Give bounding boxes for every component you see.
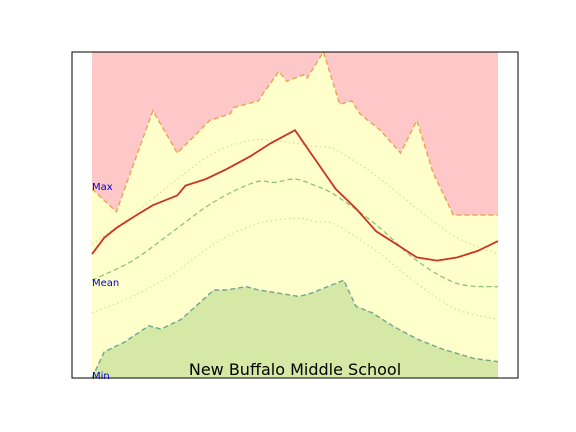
label-min: Min bbox=[92, 371, 110, 382]
mean-series-line bbox=[91, 178, 499, 288]
normal-range-area bbox=[92, 52, 498, 378]
label-mean: Mean bbox=[92, 278, 119, 289]
label-max: Max bbox=[92, 182, 113, 193]
area-layer bbox=[92, 52, 498, 378]
max-series-line bbox=[91, 50, 498, 216]
current-series-line bbox=[91, 129, 499, 262]
max-region-area bbox=[92, 52, 498, 215]
min-series-line bbox=[91, 279, 499, 379]
chart-title: New Buffalo Middle School bbox=[189, 360, 401, 379]
min-region-area bbox=[92, 280, 498, 378]
plot-frame bbox=[71, 51, 519, 379]
mean-minus-sd-line bbox=[91, 217, 499, 320]
line-layer bbox=[91, 50, 499, 379]
